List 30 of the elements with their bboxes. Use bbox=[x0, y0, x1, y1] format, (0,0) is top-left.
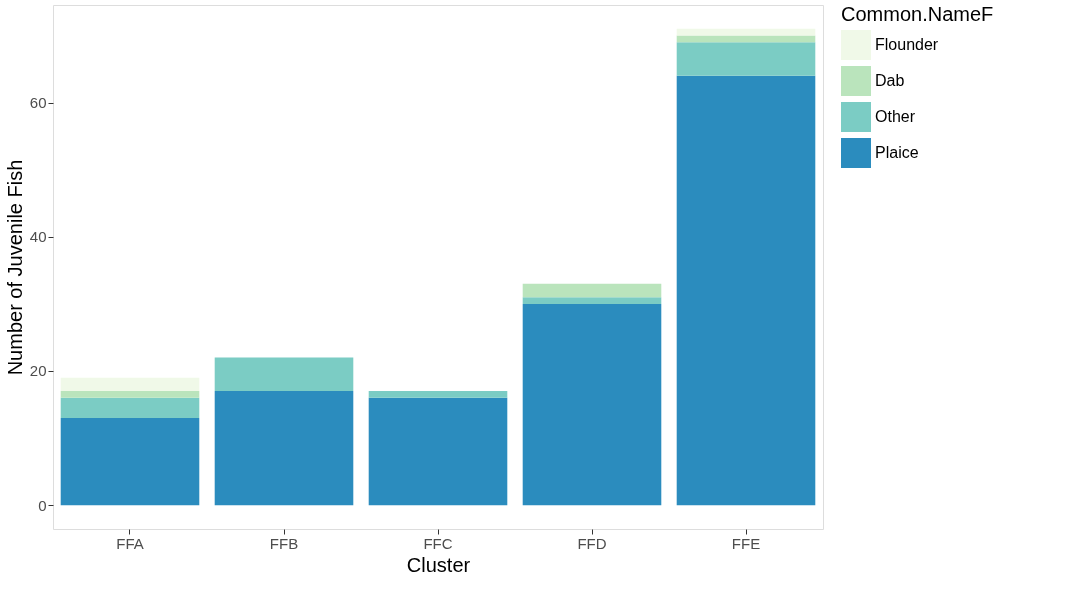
bar bbox=[214, 357, 354, 392]
y-tick-label: 40 bbox=[29, 228, 47, 246]
legend-label: Dab bbox=[875, 72, 905, 89]
bar bbox=[368, 391, 508, 398]
bar bbox=[522, 303, 662, 506]
bar bbox=[522, 297, 662, 304]
bar bbox=[676, 42, 816, 76]
bar bbox=[676, 75, 816, 506]
bar bbox=[676, 28, 816, 36]
bar bbox=[368, 397, 508, 506]
bar bbox=[60, 377, 200, 392]
legend-label: Flounder bbox=[875, 36, 939, 53]
x-tick-label: FFC bbox=[423, 534, 453, 552]
bar bbox=[214, 391, 354, 506]
y-tick-label: 60 bbox=[29, 94, 47, 112]
y-tick-label: 0 bbox=[38, 496, 47, 514]
legend-title: Common.NameF bbox=[841, 3, 994, 25]
bar bbox=[60, 391, 200, 398]
x-tick-label: FFE bbox=[731, 534, 761, 552]
bar bbox=[60, 417, 200, 506]
y-tick-label: 20 bbox=[29, 362, 47, 380]
bar bbox=[60, 397, 200, 418]
x-tick-label: FFD bbox=[577, 534, 607, 552]
y-axis-title: Number of Juvenile Fish bbox=[3, 159, 26, 376]
x-axis-title: Cluster bbox=[406, 553, 471, 576]
x-tick-label: FFB bbox=[269, 534, 299, 552]
bar bbox=[522, 283, 662, 298]
x-tick-label: FFA bbox=[116, 534, 144, 552]
legend-label: Plaice bbox=[875, 144, 919, 161]
legend-label: Other bbox=[875, 108, 916, 125]
